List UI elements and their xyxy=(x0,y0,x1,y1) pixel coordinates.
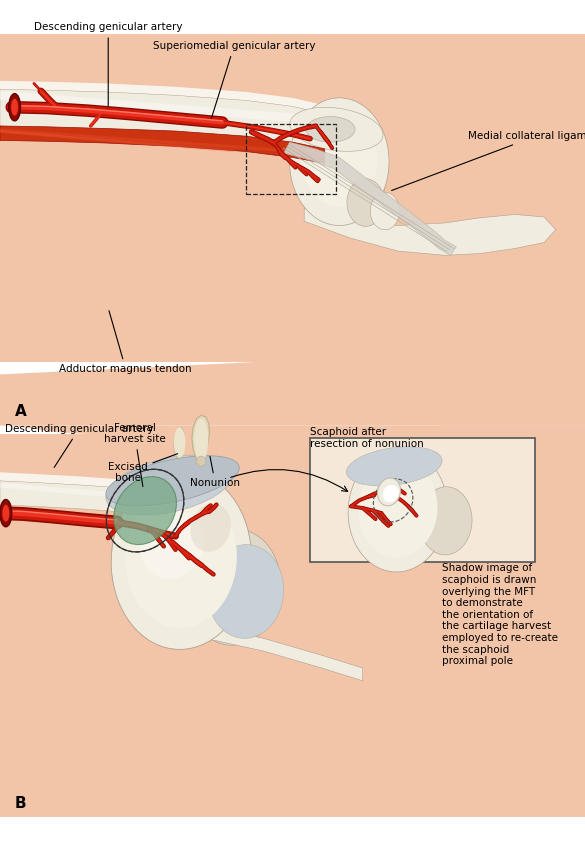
Polygon shape xyxy=(0,655,585,817)
Text: Descending genicular artery: Descending genicular artery xyxy=(5,424,153,467)
Ellipse shape xyxy=(123,466,204,507)
Ellipse shape xyxy=(113,477,177,545)
Polygon shape xyxy=(410,55,585,308)
Polygon shape xyxy=(0,362,263,426)
Ellipse shape xyxy=(290,107,383,151)
Text: Medial collateral ligament: Medial collateral ligament xyxy=(391,131,585,191)
Ellipse shape xyxy=(360,452,428,481)
Ellipse shape xyxy=(197,456,206,466)
Text: Superiomedial genicular artery: Superiomedial genicular artery xyxy=(153,41,315,118)
Polygon shape xyxy=(0,89,322,149)
Ellipse shape xyxy=(301,113,377,207)
Polygon shape xyxy=(205,625,363,681)
Polygon shape xyxy=(0,374,585,426)
Polygon shape xyxy=(439,426,585,817)
Polygon shape xyxy=(0,0,585,34)
Ellipse shape xyxy=(346,447,442,486)
Polygon shape xyxy=(0,472,187,497)
Ellipse shape xyxy=(106,455,233,515)
Text: Excised
bone: Excised bone xyxy=(108,454,178,483)
Bar xyxy=(310,438,535,562)
Text: Nonunion: Nonunion xyxy=(190,456,240,488)
Ellipse shape xyxy=(306,117,355,142)
Ellipse shape xyxy=(11,99,18,116)
Polygon shape xyxy=(284,142,456,255)
Ellipse shape xyxy=(208,545,284,638)
Polygon shape xyxy=(0,817,585,851)
Text: Shadow image of
scaphoid is drawn
overlying the MFT
to demonstrate
the orientati: Shadow image of scaphoid is drawn overly… xyxy=(442,563,558,666)
Polygon shape xyxy=(0,129,322,155)
Ellipse shape xyxy=(126,488,237,628)
Ellipse shape xyxy=(174,427,185,458)
Ellipse shape xyxy=(2,505,9,522)
Polygon shape xyxy=(0,81,322,113)
Ellipse shape xyxy=(187,529,281,645)
Text: B: B xyxy=(15,796,26,811)
Polygon shape xyxy=(0,417,585,434)
Ellipse shape xyxy=(370,192,400,230)
Ellipse shape xyxy=(348,449,448,572)
Polygon shape xyxy=(0,0,585,426)
Polygon shape xyxy=(0,91,322,124)
Polygon shape xyxy=(174,427,184,458)
Text: Femoral
harvest site: Femoral harvest site xyxy=(104,423,166,487)
Ellipse shape xyxy=(106,456,239,505)
Ellipse shape xyxy=(290,98,389,226)
Ellipse shape xyxy=(322,134,386,219)
Polygon shape xyxy=(192,415,209,464)
Polygon shape xyxy=(0,130,234,152)
Polygon shape xyxy=(0,426,585,443)
Ellipse shape xyxy=(419,487,472,555)
Ellipse shape xyxy=(111,471,252,649)
Text: Adductor magnus tendon: Adductor magnus tendon xyxy=(60,311,192,374)
Ellipse shape xyxy=(190,503,231,552)
Ellipse shape xyxy=(377,478,401,505)
Polygon shape xyxy=(0,289,585,426)
Polygon shape xyxy=(0,34,585,61)
Ellipse shape xyxy=(0,500,12,527)
Text: Descending genicular artery: Descending genicular artery xyxy=(34,22,183,106)
Polygon shape xyxy=(0,483,187,504)
Ellipse shape xyxy=(194,419,208,461)
Ellipse shape xyxy=(140,510,205,580)
Polygon shape xyxy=(0,481,187,521)
Ellipse shape xyxy=(9,94,20,121)
Polygon shape xyxy=(304,208,556,255)
Ellipse shape xyxy=(347,179,384,226)
Polygon shape xyxy=(0,126,325,163)
Text: A: A xyxy=(15,403,26,419)
Ellipse shape xyxy=(358,460,438,557)
Ellipse shape xyxy=(383,485,399,502)
Polygon shape xyxy=(0,426,585,851)
Text: Scaphoid after
resection of nonunion: Scaphoid after resection of nonunion xyxy=(310,427,424,448)
